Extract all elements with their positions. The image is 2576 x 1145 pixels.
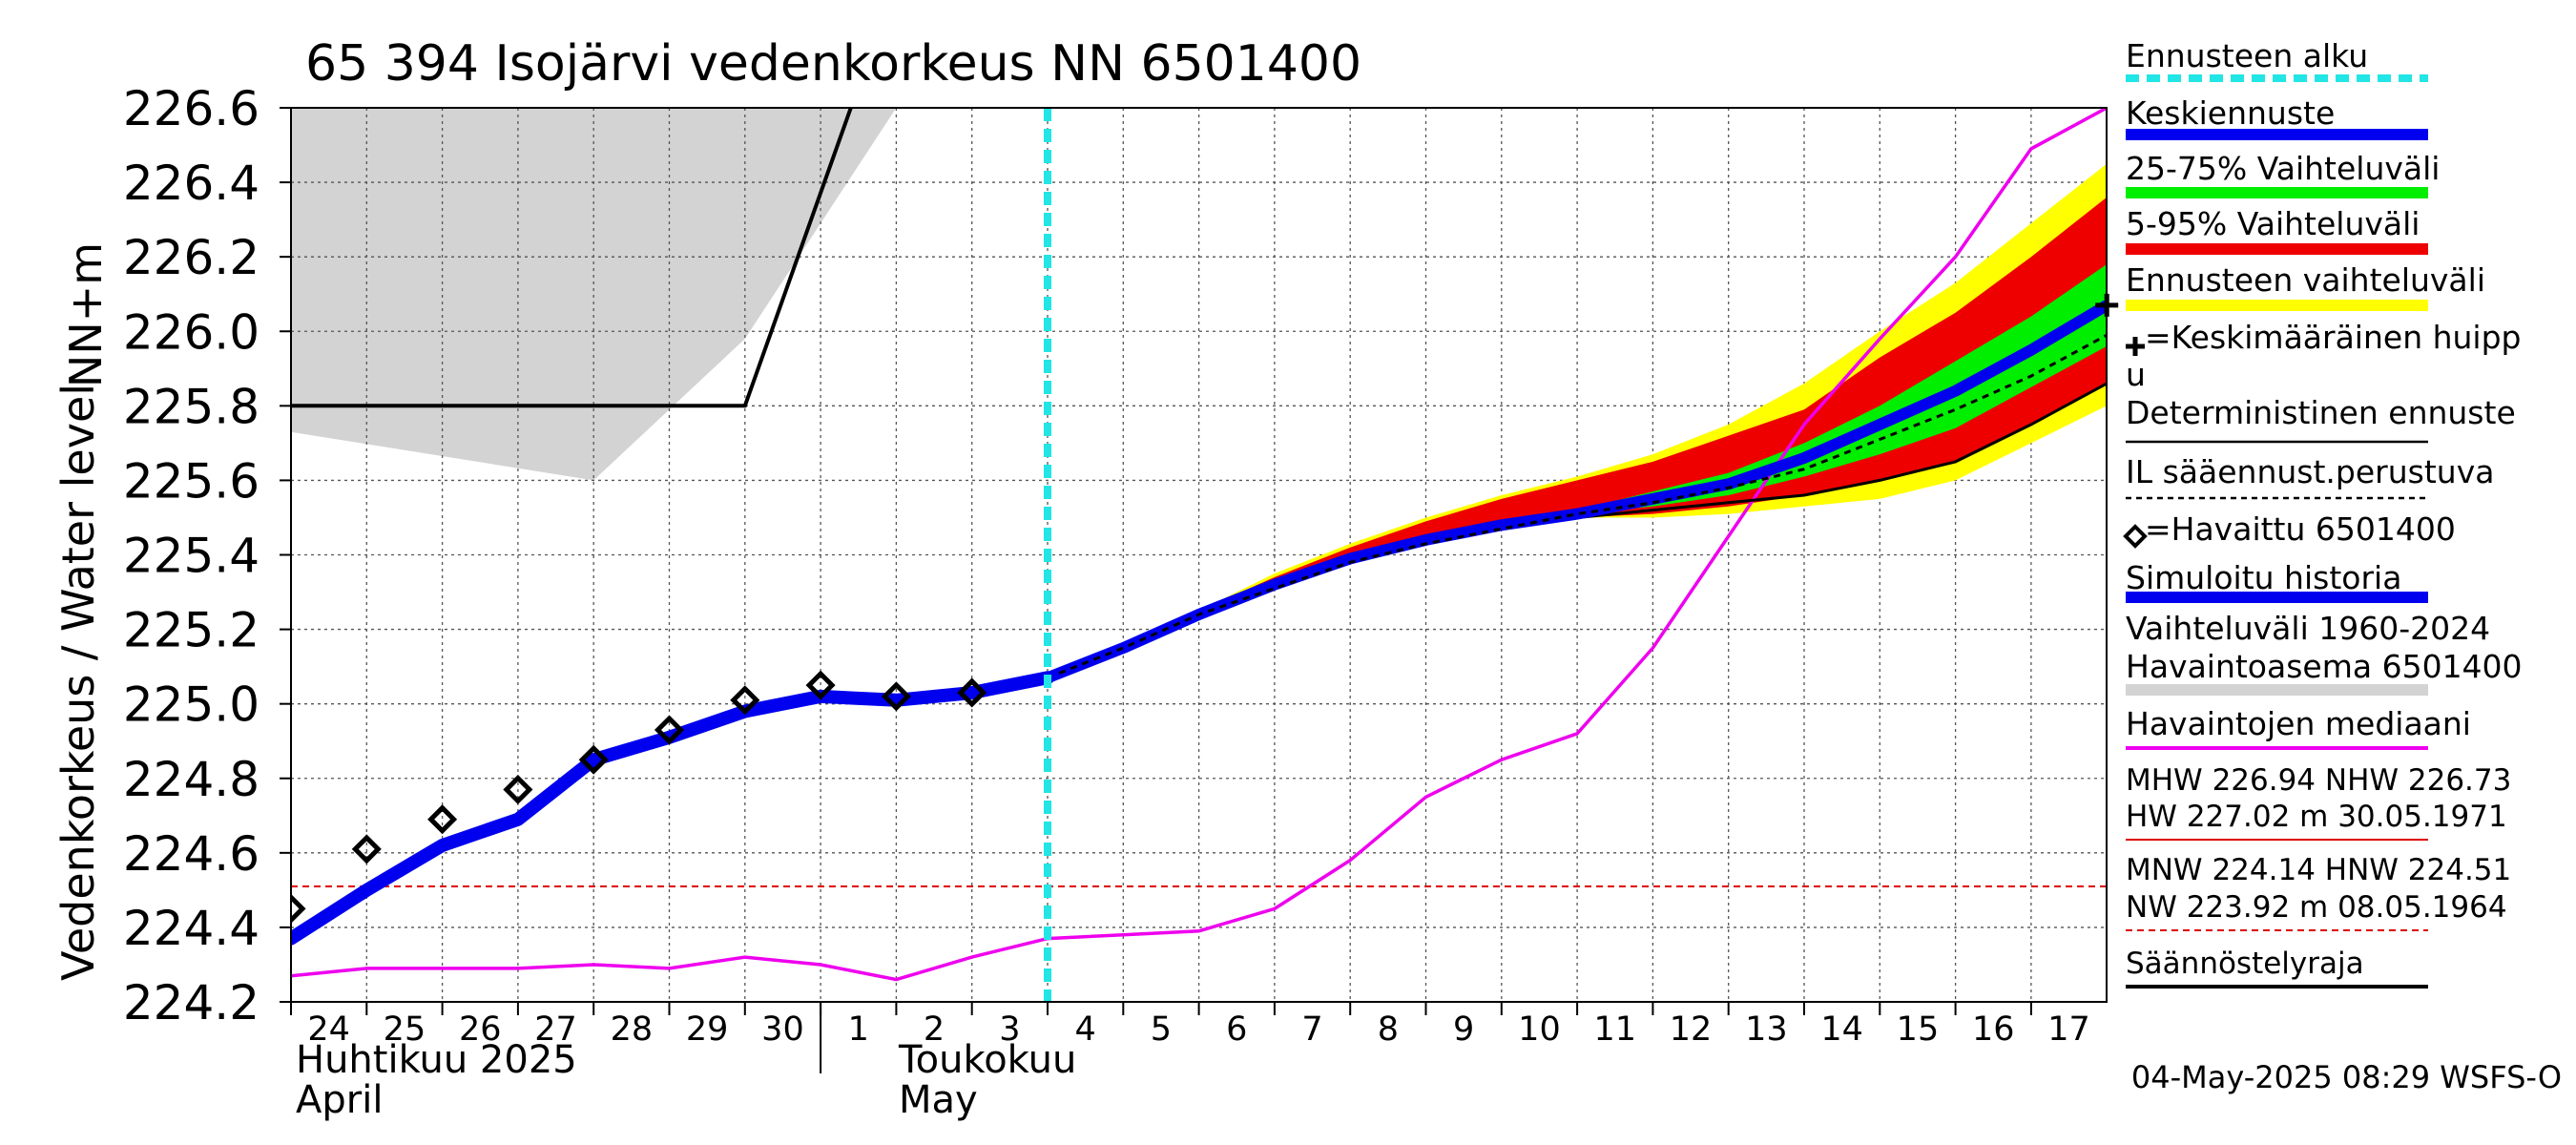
- x-tick-label: 26: [459, 1010, 502, 1049]
- legend-label: MNW 224.14 HNW 224.51: [2126, 853, 2511, 887]
- y-tick-label: 224.6: [123, 826, 260, 882]
- legend-label-line2: HW 227.02 m 30.05.1971: [2126, 800, 2507, 834]
- legend-label: =Keskimääräinen huipp: [2145, 319, 2522, 356]
- x-tick-label: 17: [2047, 1010, 2090, 1049]
- y-tick-label: 225.4: [123, 529, 260, 584]
- y-tick-label: 226.0: [123, 304, 260, 360]
- y-tick-label: 225.6: [123, 453, 260, 509]
- month-label-en: April: [296, 1078, 383, 1122]
- observed-point: [291, 893, 306, 924]
- legend: Ennusteen alku Keskiennuste 25-75% Vaihtel…: [2123, 37, 2523, 989]
- chart-title: 65 394 Isojärvi vedenkorkeus NN 6501400: [305, 35, 1361, 93]
- month-label-fi: Toukokuu: [898, 1038, 1076, 1082]
- legend-label: IL sääennust.perustuva: [2126, 453, 2494, 490]
- legend-label: Säännöstelyraja: [2126, 947, 2364, 981]
- observed-point: [654, 715, 685, 745]
- regulation-limit-line: [291, 108, 853, 408]
- legend-label-line2: Havaintoasema 6501400: [2126, 648, 2523, 685]
- observed-point: [730, 685, 760, 716]
- x-tick-label: 25: [384, 1010, 426, 1049]
- y-tick-label: 224.8: [123, 752, 260, 807]
- legend-label: Simuloitu historia: [2126, 559, 2401, 596]
- legend-swatch: [2123, 524, 2148, 549]
- month-label-en: May: [899, 1078, 978, 1122]
- x-tick-label: 3: [999, 1010, 1020, 1049]
- y-tick-label: 226.6: [123, 81, 260, 136]
- legend-label: MHW 226.94 NHW 226.73: [2126, 763, 2511, 798]
- plot-content: [291, 108, 2107, 1002]
- x-tick-label: 12: [1670, 1010, 1713, 1049]
- legend-label: Deterministinen ennuste: [2126, 394, 2516, 431]
- x-tick-label: 15: [1897, 1010, 1940, 1049]
- x-tick-label: 6: [1226, 1010, 1247, 1049]
- legend-label: 25-75% Vaihteluväli: [2126, 150, 2440, 187]
- legend-label: Havaintojen mediaani: [2126, 705, 2471, 742]
- simulated-history-line: [291, 671, 1054, 946]
- legend-label: 5-95% Vaihteluväli: [2126, 205, 2420, 242]
- y-tick-label: 225.0: [123, 677, 260, 733]
- timestamp: 04-May-2025 08:29 WSFS-O: [2131, 1059, 2562, 1095]
- month-label-fi: Huhtikuu 2025: [296, 1038, 577, 1082]
- x-tick-label: 29: [686, 1010, 729, 1049]
- y-tick-label: 226.4: [123, 156, 260, 211]
- legend-label: =Havaittu 6501400: [2145, 510, 2456, 548]
- y-tick-label: 225.8: [123, 379, 260, 434]
- y-axis-unit-label: NN+m: [60, 242, 112, 387]
- x-tick-label: 8: [1378, 1010, 1399, 1049]
- x-tick-label: 24: [307, 1010, 350, 1049]
- x-tick-label: 14: [1820, 1010, 1863, 1049]
- x-tick-label: 11: [1593, 1010, 1636, 1049]
- y-tick-label: 224.2: [123, 975, 260, 1030]
- history-range-band: [291, 108, 2107, 481]
- x-tick-label: 16: [1972, 1010, 2015, 1049]
- x-tick-label: 30: [761, 1010, 804, 1049]
- y-tick-label: 224.4: [123, 901, 260, 956]
- observed-point: [881, 681, 911, 712]
- observed-point: [578, 744, 609, 775]
- plot-area: [291, 108, 2119, 1002]
- legend-label: Ennusteen vaihteluväli: [2126, 261, 2485, 299]
- observed-point: [805, 670, 836, 700]
- legend-label-line2: u: [2126, 356, 2146, 393]
- legend-label: Vaihteluväli 1960-2024: [2126, 610, 2490, 647]
- x-tick-label: 10: [1518, 1010, 1561, 1049]
- x-tick-label: 5: [1151, 1010, 1172, 1049]
- x-tick-label: 2: [924, 1010, 945, 1049]
- x-tick-label: 28: [611, 1010, 654, 1049]
- x-tick-label: 13: [1745, 1010, 1788, 1049]
- x-tick-label: 7: [1301, 1010, 1322, 1049]
- observed-point: [351, 834, 382, 864]
- x-tick-label: 27: [534, 1010, 577, 1049]
- y-tick-label: 225.2: [123, 603, 260, 658]
- y-tick-label: 226.2: [123, 230, 260, 285]
- observed-point: [957, 677, 987, 708]
- y-axis-label: Vedenkorkeus / Water level: [52, 384, 104, 981]
- legend-label-line2: NW 223.92 m 08.05.1964: [2126, 890, 2507, 925]
- axes: 226.6 226.4 226.2 226.0 225.8 225.6 225.4 225.2…: [123, 81, 2108, 1122]
- legend-swatch: [2126, 337, 2145, 356]
- observed-point: [427, 804, 458, 835]
- x-tick-label: 1: [848, 1010, 869, 1049]
- legend-label: Keskiennuste: [2126, 94, 2335, 132]
- median-line: [291, 108, 2107, 982]
- legend-label: Ennusteen alku: [2126, 37, 2368, 74]
- x-tick-label: 4: [1075, 1010, 1096, 1049]
- il-weather-forecast-line: [1047, 333, 2107, 679]
- observed-point: [503, 774, 533, 804]
- x-tick-label: 9: [1453, 1010, 1474, 1049]
